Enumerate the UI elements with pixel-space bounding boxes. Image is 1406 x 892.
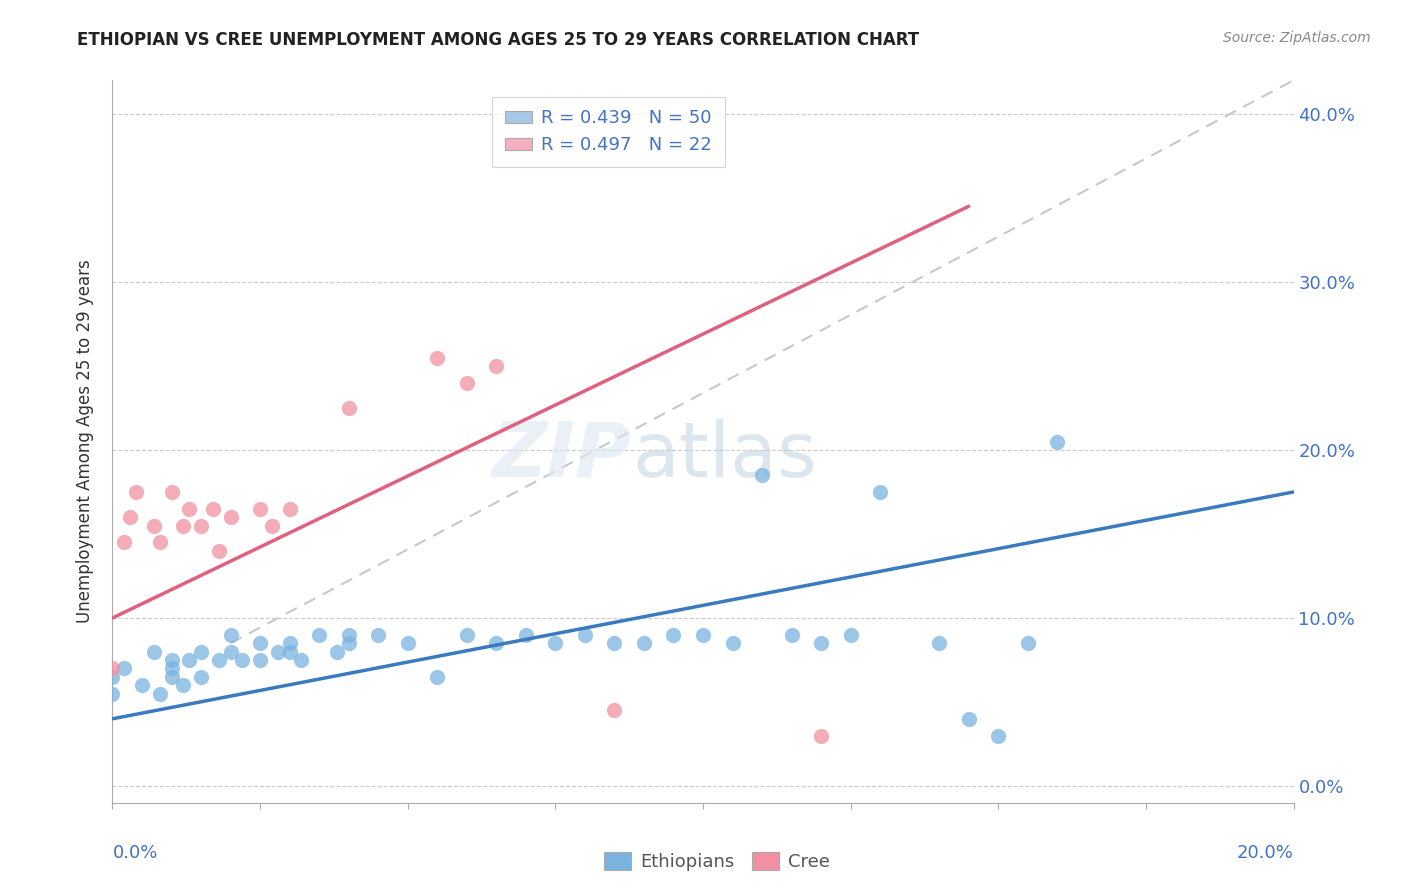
Ethiopians bbox=[692, 628, 714, 642]
Cree bbox=[149, 535, 172, 549]
Cree bbox=[337, 401, 360, 415]
Ethiopians bbox=[485, 636, 508, 650]
Ethiopians bbox=[249, 636, 271, 650]
Cree bbox=[456, 376, 478, 390]
Cree bbox=[101, 661, 124, 675]
Cree bbox=[125, 485, 148, 500]
Cree bbox=[219, 510, 242, 524]
Ethiopians bbox=[544, 636, 567, 650]
Ethiopians bbox=[160, 661, 183, 675]
Ethiopians bbox=[267, 644, 290, 658]
Text: 20.0%: 20.0% bbox=[1237, 845, 1294, 863]
Text: 0.0%: 0.0% bbox=[112, 845, 157, 863]
Ethiopians bbox=[219, 628, 242, 642]
Cree bbox=[160, 485, 183, 500]
Ethiopians bbox=[810, 636, 832, 650]
Ethiopians bbox=[172, 678, 194, 692]
Cree bbox=[249, 501, 271, 516]
Ethiopians bbox=[456, 628, 478, 642]
Legend: R = 0.439   N = 50, R = 0.497   N = 22: R = 0.439 N = 50, R = 0.497 N = 22 bbox=[492, 96, 724, 167]
Text: atlas: atlas bbox=[633, 419, 817, 493]
Cree bbox=[603, 703, 626, 717]
Ethiopians bbox=[337, 636, 360, 650]
Ethiopians bbox=[326, 644, 349, 658]
Ethiopians bbox=[574, 628, 596, 642]
Ethiopians bbox=[780, 628, 803, 642]
Cree bbox=[426, 351, 449, 365]
Ethiopians bbox=[112, 661, 135, 675]
Ethiopians bbox=[662, 628, 685, 642]
Ethiopians bbox=[751, 468, 773, 483]
Cree bbox=[278, 501, 301, 516]
Ethiopians bbox=[633, 636, 655, 650]
Ethiopians bbox=[396, 636, 419, 650]
Legend: Ethiopians, Cree: Ethiopians, Cree bbox=[596, 845, 838, 879]
Ethiopians bbox=[957, 712, 980, 726]
Text: ZIP: ZIP bbox=[492, 419, 633, 493]
Ethiopians bbox=[208, 653, 231, 667]
Cree bbox=[179, 501, 201, 516]
Cree bbox=[201, 501, 224, 516]
Ethiopians bbox=[290, 653, 312, 667]
Ethiopians bbox=[278, 636, 301, 650]
Ethiopians bbox=[1046, 434, 1069, 449]
Cree bbox=[208, 543, 231, 558]
Cree bbox=[485, 359, 508, 373]
Y-axis label: Unemployment Among Ages 25 to 29 years: Unemployment Among Ages 25 to 29 years bbox=[76, 260, 94, 624]
Ethiopians bbox=[839, 628, 862, 642]
Cree bbox=[260, 518, 283, 533]
Ethiopians bbox=[179, 653, 201, 667]
Ethiopians bbox=[603, 636, 626, 650]
Ethiopians bbox=[231, 653, 253, 667]
Ethiopians bbox=[721, 636, 744, 650]
Ethiopians bbox=[426, 670, 449, 684]
Ethiopians bbox=[101, 670, 124, 684]
Ethiopians bbox=[101, 687, 124, 701]
Cree bbox=[810, 729, 832, 743]
Cree bbox=[112, 535, 135, 549]
Cree bbox=[142, 518, 165, 533]
Ethiopians bbox=[142, 644, 165, 658]
Ethiopians bbox=[278, 644, 301, 658]
Ethiopians bbox=[190, 644, 212, 658]
Ethiopians bbox=[131, 678, 153, 692]
Ethiopians bbox=[1017, 636, 1039, 650]
Ethiopians bbox=[869, 485, 891, 500]
Ethiopians bbox=[367, 628, 389, 642]
Text: Source: ZipAtlas.com: Source: ZipAtlas.com bbox=[1223, 31, 1371, 45]
Cree bbox=[120, 510, 142, 524]
Ethiopians bbox=[515, 628, 537, 642]
Ethiopians bbox=[337, 628, 360, 642]
Cree bbox=[190, 518, 212, 533]
Ethiopians bbox=[219, 644, 242, 658]
Ethiopians bbox=[190, 670, 212, 684]
Ethiopians bbox=[149, 687, 172, 701]
Ethiopians bbox=[160, 670, 183, 684]
Ethiopians bbox=[160, 653, 183, 667]
Ethiopians bbox=[987, 729, 1010, 743]
Ethiopians bbox=[928, 636, 950, 650]
Cree bbox=[172, 518, 194, 533]
Text: ETHIOPIAN VS CREE UNEMPLOYMENT AMONG AGES 25 TO 29 YEARS CORRELATION CHART: ETHIOPIAN VS CREE UNEMPLOYMENT AMONG AGE… bbox=[77, 31, 920, 49]
Ethiopians bbox=[308, 628, 330, 642]
Ethiopians bbox=[249, 653, 271, 667]
